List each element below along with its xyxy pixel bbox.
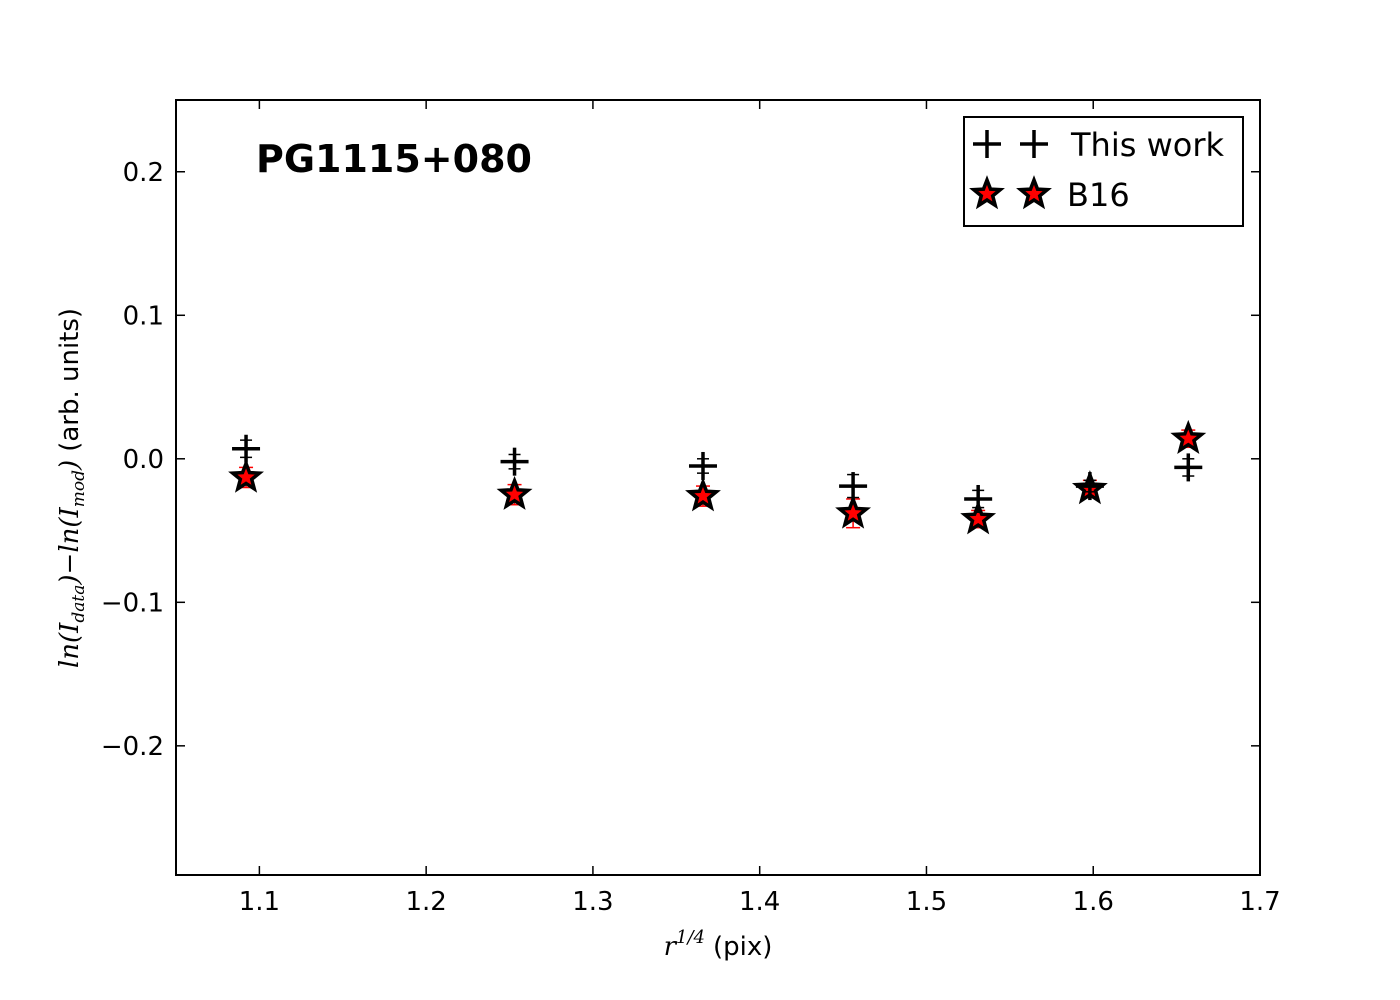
y-tick-label: 0.2 bbox=[123, 158, 164, 188]
this-work-point bbox=[688, 451, 717, 480]
y-label-sub1: data bbox=[69, 585, 89, 623]
y-label-sub2: mod bbox=[69, 470, 89, 507]
y-label-unit: (arb. units) bbox=[55, 308, 85, 452]
y-label-close2: ) bbox=[55, 460, 85, 471]
legend-star-marker bbox=[969, 175, 1005, 210]
x-label-base: r bbox=[664, 932, 678, 962]
legend-label-b16: B16 bbox=[1067, 176, 1130, 214]
b16-star-marker bbox=[685, 477, 721, 512]
this-work-point bbox=[232, 434, 261, 463]
y-label-open1: (I bbox=[55, 622, 85, 643]
legend: This work B16 bbox=[963, 116, 1244, 227]
this-work-point bbox=[1174, 453, 1203, 482]
x-tick-label: 1.6 bbox=[1073, 887, 1114, 917]
y-tick-label: 0.1 bbox=[123, 301, 164, 331]
legend-star-marker bbox=[1016, 175, 1052, 210]
b16-point bbox=[835, 494, 872, 529]
b16-star-marker bbox=[228, 458, 264, 493]
y-label-ln: ln bbox=[55, 643, 85, 668]
x-tick-label: 1.5 bbox=[906, 887, 947, 917]
b16-star-marker bbox=[496, 475, 533, 510]
axis-ticks: 1.1 1.2 1.3 1.4 1.5 1.6 1.7 0.2 0.1 0.0 −0.1 −0.2 bbox=[101, 100, 1281, 917]
this-work-point bbox=[964, 484, 993, 513]
y-label-close1: )− bbox=[55, 553, 85, 586]
chart-title: PG1115+080 bbox=[256, 137, 532, 181]
x-tick-label: 1.4 bbox=[739, 887, 780, 917]
data-marks bbox=[228, 419, 1207, 535]
plot-frame bbox=[175, 99, 1261, 876]
y-tick-label: −0.2 bbox=[101, 732, 164, 762]
x-axis-label: r1/4 (pix) bbox=[664, 927, 773, 962]
x-tick-label: 1.3 bbox=[572, 887, 613, 917]
b16-point bbox=[1170, 419, 1207, 454]
x-tick-label: 1.1 bbox=[239, 887, 280, 917]
x-tick-label: 1.7 bbox=[1239, 887, 1280, 917]
x-label-exponent: 1/4 bbox=[676, 927, 705, 948]
b16-point bbox=[228, 458, 264, 493]
y-tick-label: 0.0 bbox=[123, 445, 164, 475]
y-label-open2: (I bbox=[55, 506, 85, 527]
legend-box bbox=[963, 116, 1244, 227]
this-work-point bbox=[839, 472, 868, 501]
y-label-ln2: ln bbox=[55, 528, 85, 553]
this-work-point bbox=[1075, 472, 1104, 501]
this-work-point bbox=[500, 447, 529, 476]
legend-label-this-work: This work bbox=[1070, 126, 1224, 164]
x-label-unit: (pix) bbox=[713, 932, 772, 962]
b16-star-marker bbox=[1170, 419, 1207, 454]
y-axis-label: ln(Idata)−ln(Imod)(arb. units) bbox=[55, 308, 89, 668]
y-tick-label: −0.1 bbox=[101, 588, 164, 618]
b16-star-marker bbox=[960, 500, 997, 535]
b16-point bbox=[496, 475, 533, 510]
b16-star-marker bbox=[835, 494, 872, 529]
x-tick-label: 1.2 bbox=[405, 887, 446, 917]
legend-markers bbox=[969, 130, 1052, 210]
b16-point bbox=[685, 477, 721, 512]
